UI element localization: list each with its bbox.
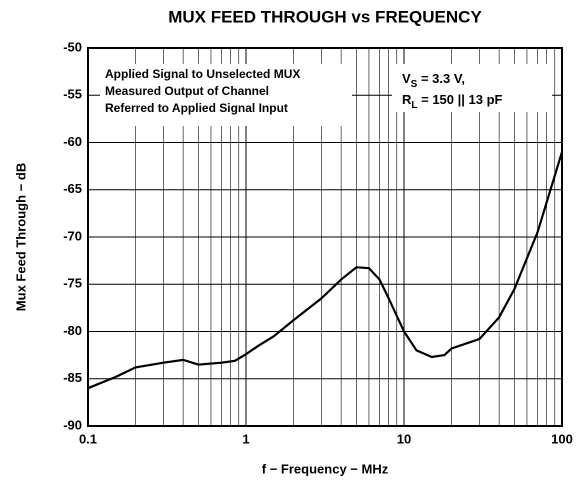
y-tick-label: -60 <box>63 134 82 149</box>
annotation-part: = 150 || 13 pF <box>418 92 503 107</box>
annotation: Measured Output of Channel <box>105 84 269 98</box>
annotation-part: S <box>411 79 418 90</box>
annotation: Applied Signal to Unselected MUX <box>105 67 300 81</box>
x-tick-label: 10 <box>397 431 411 446</box>
annotation-box <box>392 64 552 112</box>
y-tick-label: -55 <box>63 87 82 102</box>
annotation-part: L <box>411 100 417 111</box>
y-tick-label: -70 <box>63 228 82 243</box>
annotation-part: V <box>402 71 411 86</box>
plot-frame <box>87 47 563 427</box>
y-axis-label: Mux Feed Through − dB <box>13 163 28 311</box>
line <box>87 151 564 390</box>
x-tick-label: 100 <box>551 431 573 446</box>
annotation-part: R <box>402 92 412 107</box>
y-tick-label: -75 <box>63 276 82 291</box>
x-axis-label: f − Frequency − MHz <box>262 461 389 476</box>
annotation: Referred to Applied Signal Input <box>105 101 288 115</box>
y-tick-label: -80 <box>63 323 82 338</box>
y-tick-label: -90 <box>63 417 82 432</box>
x-tick-label: 0.1 <box>79 431 97 446</box>
annotation: RL = 150 || 13 pF <box>402 92 503 110</box>
annotation-box <box>100 64 352 126</box>
y-tick-label: -50 <box>63 39 82 54</box>
x-tick-label: 1 <box>242 431 249 446</box>
y-tick-label: -85 <box>63 370 82 385</box>
y-tick-label: -65 <box>63 181 82 196</box>
annotation: VS = 3.3 V, <box>402 71 465 89</box>
annotation-part: = 3.3 V, <box>417 71 465 86</box>
chart-title: MUX FEED THROUGH vs FREQUENCY <box>168 7 482 26</box>
